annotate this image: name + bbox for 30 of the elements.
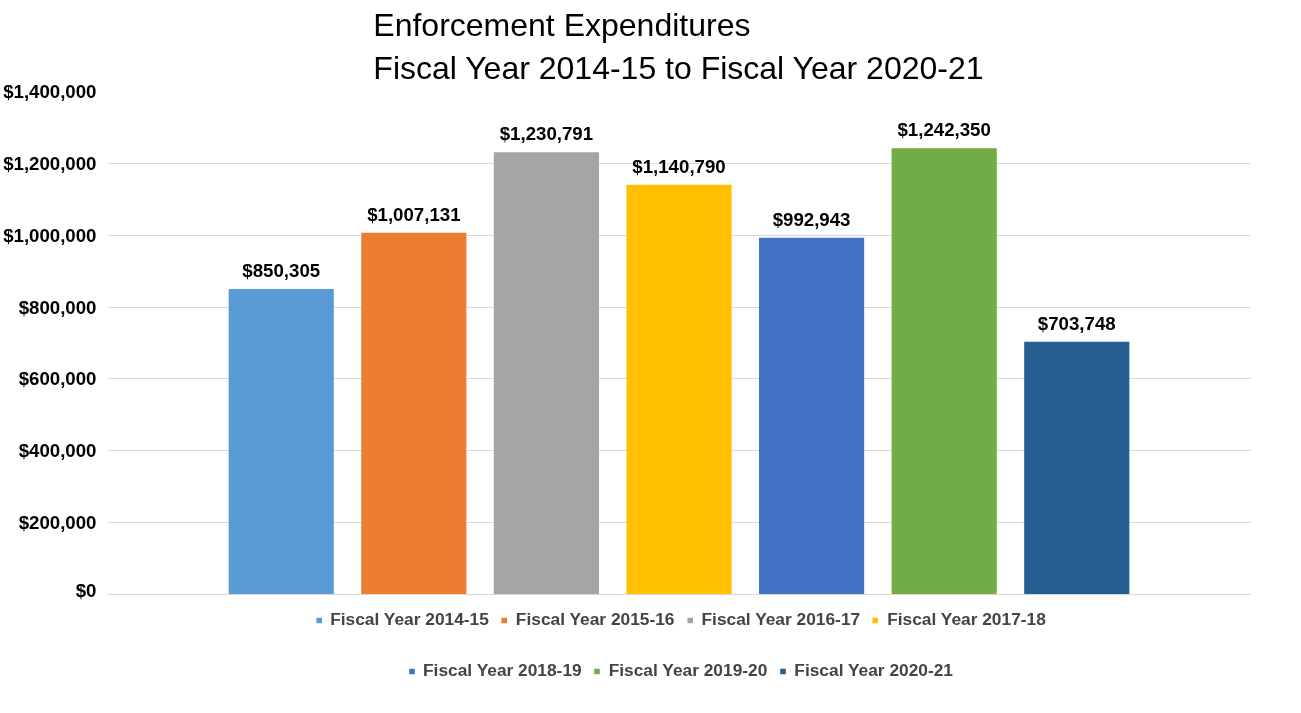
data-label: $850,305 [242, 260, 321, 281]
data-label: $992,943 [772, 208, 851, 230]
legend-label: Fiscal Year 2014-15 [330, 609, 489, 630]
legend-label: Fiscal Year 2018-19 [423, 660, 582, 681]
bar [228, 289, 334, 595]
y-tick-label: $1,000,000 [3, 224, 97, 246]
y-tick-label: $800,000 [18, 296, 97, 318]
chart-title: Enforcement Expenditures Fiscal Year 2014-15 to Fiscal Year 2020-21 [373, 7, 984, 87]
legend-label: Fiscal Year 2017-18 [887, 609, 1046, 630]
legend-label: Fiscal Year 2015-16 [515, 609, 675, 630]
legend-label: Fiscal Year 2019-20 [608, 660, 768, 681]
bar [891, 148, 997, 595]
y-tick-label: $0 [75, 579, 97, 601]
y-tick-label: $200,000 [18, 512, 97, 534]
data-label: $1,230,791 [499, 123, 594, 145]
y-tick-label: $400,000 [18, 440, 97, 462]
data-label: $1,007,131 [367, 203, 461, 225]
data-label: $1,242,350 [897, 119, 991, 141]
y-tick-label: $1,400,000 [3, 81, 97, 102]
bar [626, 184, 732, 595]
data-label: $1,140,790 [632, 155, 726, 177]
legend-label: Fiscal Year 2020-21 [794, 660, 953, 681]
bar [493, 152, 599, 595]
y-tick-label: $600,000 [18, 368, 97, 390]
y-tick-label: $1,200,000 [3, 152, 97, 174]
bar [759, 237, 865, 595]
bar [361, 232, 467, 595]
bar [1024, 341, 1130, 595]
data-label: $703,748 [1037, 312, 1116, 334]
legend-label: Fiscal Year 2016-17 [701, 609, 861, 630]
